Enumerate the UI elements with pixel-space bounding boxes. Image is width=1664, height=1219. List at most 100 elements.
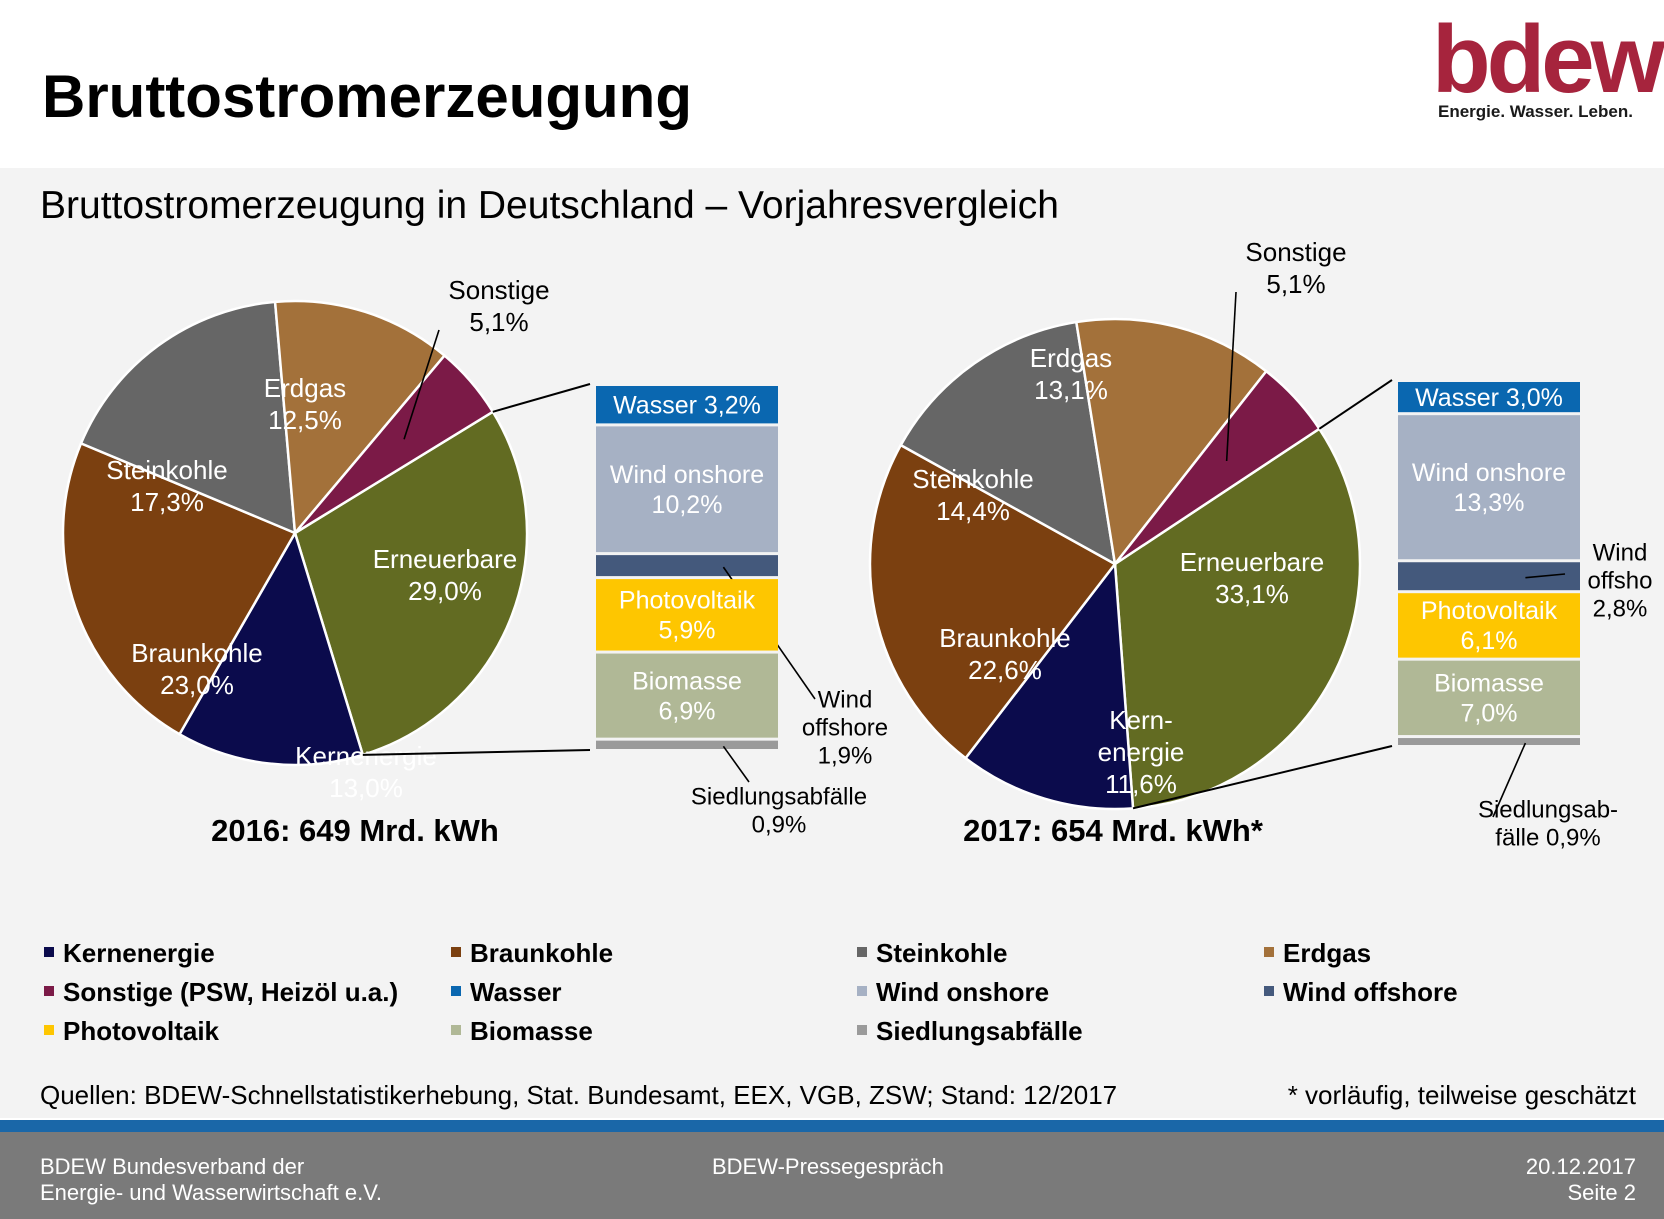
slice-label-sonstige-1: Sonstige 5,1% (1245, 237, 1346, 299)
slice-label-braunkohle-0: Braunkohle 23,0% (131, 638, 263, 700)
bar-segment-wind-onshore-0 (596, 426, 778, 553)
legend-item-photovoltaik: Photovoltaik (44, 1016, 219, 1047)
bar-label-siedlungsabfaelle-1-line: fälle 0,9% (1495, 824, 1600, 851)
bar-label-wind-offshore-1-line: 2,8% (1593, 595, 1648, 622)
legend-swatch (1264, 986, 1274, 996)
legend-swatch (1264, 947, 1274, 957)
bar-label-photovoltaik-1: Photovoltaik 6,1% (1421, 597, 1558, 655)
slice-label-erneuerbare-0-line: Erneuerbare (373, 544, 518, 574)
bar-segment-wasser-0 (596, 386, 778, 424)
legend-swatch (857, 1025, 867, 1035)
slice-label-erdgas-0-line: 12,5% (268, 405, 342, 435)
leader-line-sonstige-1 (1225, 291, 1237, 462)
legend-label: Biomasse (470, 1016, 593, 1046)
legend-swatch (451, 1025, 461, 1035)
legend-item-kernenergie: Kernenergie (44, 938, 215, 969)
legend-label: Erdgas (1283, 938, 1372, 968)
footer-page: Seite 2 (1567, 1180, 1637, 1205)
slice-label-erdgas-1-line: 13,1% (1034, 375, 1108, 405)
footer-divider (0, 1120, 1664, 1132)
legend-item-siedlungsabfaelle: Siedlungsabfälle (857, 1016, 1083, 1047)
legend-item-wind-onshore: Wind onshore (857, 977, 1049, 1008)
slice-label-kernenergie-1-line: Kern- (1109, 705, 1173, 735)
bar-label-wasser-0-line: Wasser 3,2% (613, 391, 761, 419)
bar-label-wind-offshore-0-line: 1,9% (818, 742, 873, 769)
bar-segment-siedlungsabfaelle-0 (596, 740, 778, 749)
bar-label-wind-offshore-1-line: Wind (1593, 539, 1648, 566)
slice-label-braunkohle-1: Braunkohle 22,6% (939, 623, 1071, 685)
bar-segment-wind-offshore-1 (1398, 562, 1580, 591)
pie-slice-steinkohle-1 (899, 320, 1117, 567)
bar-label-wasser-0: Wasser 3,2% (613, 391, 761, 419)
slice-label-erdgas-1-line: Erdgas (1030, 343, 1112, 373)
legend-label: Wind offshore (1283, 977, 1458, 1007)
bar-label-wind-onshore-0: Wind onshore 10,2% (610, 461, 764, 519)
slice-label-erneuerbare-0-line: 29,0% (408, 576, 482, 606)
slice-label-erneuerbare-1: Erneuerbare 33,1% (1180, 547, 1325, 609)
pie-slice-kernenergie-0 (177, 529, 365, 767)
legend-item-braunkohle: Braunkohle (451, 938, 613, 969)
bar-label-siedlungsabfaelle-1-line: Siedlungsab- (1478, 796, 1618, 823)
pie-slice-sonstige-0 (294, 353, 495, 535)
bar-label-siedlungsabfaelle-0-line: Siedlungsabfälle (691, 783, 867, 810)
bar-label-wind-onshore-1: Wind onshore 13,3% (1412, 459, 1566, 517)
slice-label-steinkohle-1: Steinkohle 14,4% (912, 464, 1033, 526)
bar-label-photovoltaik-0: Photovoltaik 5,9% (619, 587, 756, 645)
footer-event: BDEW-Pressegespräch (712, 1154, 944, 1179)
slice-label-steinkohle-1-line: 14,4% (936, 496, 1010, 526)
bar-segment-siedlungsabfaelle-1 (1398, 738, 1580, 745)
connector-bottom-0 (362, 749, 591, 756)
chart-subtitle: Bruttostromerzeugung in Deutschland – Vo… (40, 184, 1059, 227)
connector-bottom-1 (1132, 745, 1393, 810)
pie-slice-erdgas-1 (1074, 317, 1269, 568)
bar-label-biomasse-1-line: 7,0% (1461, 700, 1518, 728)
bar-label-biomasse-1-line: Biomasse (1434, 670, 1544, 698)
slice-label-braunkohle-0-line: Braunkohle (131, 638, 263, 668)
chart-caption-0: 2016: 649 Mrd. kWh (211, 813, 499, 848)
slice-label-erneuerbare-1-line: Erneuerbare (1180, 547, 1325, 577)
legend-label: Siedlungsabfälle (876, 1016, 1083, 1046)
legend-swatch (451, 986, 461, 996)
legend-label: Photovoltaik (63, 1016, 220, 1046)
legend-swatch (44, 1025, 54, 1035)
bar-label-wind-offshore-1: Wind offsho 2,8% (1588, 539, 1653, 622)
bar-label-wind-offshore-0-line: offshore (802, 714, 888, 741)
slice-label-erneuerbare-1-line: 33,1% (1215, 579, 1289, 609)
slice-label-kernenergie-0-line: Kernenergie (295, 741, 437, 771)
slice-label-steinkohle-0-line: Steinkohle (106, 455, 227, 485)
slice-label-sonstige-0-line: 5,1% (469, 307, 528, 337)
bar-label-biomasse-0-line: Biomasse (632, 667, 742, 695)
bar-label-photovoltaik-1-line: 6,1% (1461, 627, 1518, 655)
slice-label-braunkohle-1-line: Braunkohle (939, 623, 1071, 653)
legend-label: Sonstige (PSW, Heizöl u.a.) (63, 977, 399, 1007)
bar-label-wind-offshore-0-line: Wind (818, 686, 873, 713)
slice-label-erdgas-0: Erdgas 12,5% (264, 373, 346, 435)
bar-label-wasser-1: Wasser 3,0% (1415, 384, 1563, 412)
slice-label-kernenergie-1: Kern-energie 11,6% (1098, 705, 1185, 799)
slice-label-sonstige-1-line: Sonstige (1245, 237, 1346, 267)
slice-label-erdgas-1: Erdgas 13,1% (1030, 343, 1112, 405)
legend-item-wind-offshore: Wind offshore (1264, 977, 1458, 1008)
slice-label-steinkohle-0-line: 17,3% (130, 487, 204, 517)
bdew-logo: bdew (1432, 6, 1664, 113)
legend-swatch (857, 947, 867, 957)
bar-label-wasser-1-line: Wasser 3,0% (1415, 384, 1563, 412)
bar-segment-photovoltaik-0 (596, 579, 778, 651)
pie-slice-braunkohle-0 (61, 441, 297, 736)
footer-meta: 20.12.2017 Seite 2 (1526, 1154, 1636, 1206)
pie-slice-braunkohle-1 (868, 443, 1117, 760)
bar-segment-biomasse-0 (596, 653, 778, 738)
slice-label-sonstige-0-line: Sonstige (448, 275, 549, 305)
legend-label: Wind onshore (876, 977, 1050, 1007)
bar-segment-wind-offshore-0 (596, 555, 778, 577)
slice-label-steinkohle-1-line: Steinkohle (912, 464, 1033, 494)
slice-label-sonstige-1-line: 5,1% (1266, 269, 1325, 299)
leader-line-sonstige-0 (403, 329, 440, 440)
bar-label-biomasse-0: Biomasse 6,9% (632, 667, 742, 725)
page-title: Bruttostromerzeugung (42, 63, 692, 130)
bar-label-wind-onshore-1-line: Wind onshore (1412, 459, 1566, 487)
footer-org-line2: Energie- und Wasserwirtschaft e.V. (40, 1180, 382, 1205)
leader-line-siedlungsabfaelle-1 (1492, 742, 1527, 818)
pie-slice-steinkohle-0 (79, 300, 297, 535)
